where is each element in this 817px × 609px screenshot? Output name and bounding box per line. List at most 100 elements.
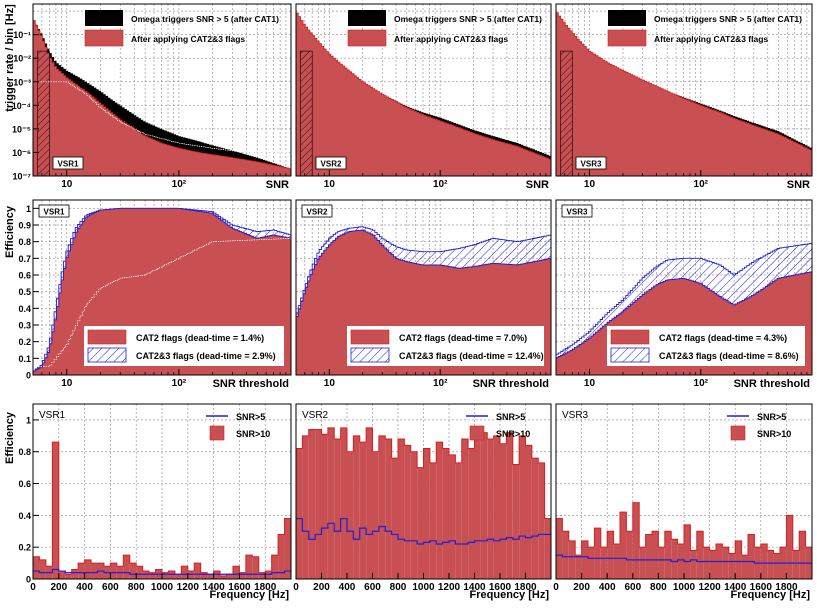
bar-snr10 (594, 528, 601, 579)
y-tick-label: 0.4 (18, 304, 31, 314)
y-tick-label: 0.7 (18, 254, 31, 264)
y-tick-label: 0 (26, 575, 31, 585)
series-after-cat23 (296, 12, 551, 176)
bar-snr10 (792, 550, 800, 579)
bar-snr10 (436, 442, 443, 579)
x-tick-label: 10 (61, 378, 73, 389)
bar-snr10 (735, 540, 742, 579)
y-tick-label: 0 (26, 371, 31, 381)
x-tick-label: 0 (293, 582, 299, 593)
plot-area-p3-vsr2 (296, 404, 551, 579)
bar-snr10 (200, 572, 208, 579)
panel-p3-vsr2: 0 200 400 600 800 1000 1200 1400 1600 1800Frequen… (293, 403, 552, 601)
series-after-cat23 (33, 20, 291, 176)
bar-snr10 (613, 544, 620, 579)
bar-snr10 (308, 429, 316, 579)
bar-snr10 (525, 445, 532, 579)
bar-snr10 (480, 432, 488, 579)
bar-snr10 (581, 540, 588, 579)
bar-snr10 (258, 572, 266, 579)
bar-snr10 (632, 502, 640, 579)
bar-snr10 (252, 556, 259, 579)
bar-snr10 (174, 574, 182, 579)
y-tick-label: 0.6 (18, 479, 31, 489)
legend-swatch-cat23 (84, 29, 124, 47)
x-tick-label: 10² (694, 179, 709, 190)
legend-label-cat2: CAT2 flags (dead-time = 4.3%) (659, 333, 787, 343)
series-cat23-band (33, 207, 291, 372)
bar-snr10 (149, 572, 156, 579)
bar-snr10 (110, 563, 117, 579)
bar-snr10 (327, 427, 335, 579)
bar-snr10 (334, 439, 341, 579)
bar-snr10 (512, 464, 520, 579)
y-tick-label: 0.6 (18, 271, 31, 281)
legend-label-snr5: SNR>5 (236, 412, 265, 422)
bar-snr10 (278, 534, 285, 579)
x-axis-label: SNR (787, 179, 810, 191)
legend-label-snr10: SNR>10 (757, 429, 791, 439)
plot-area-p1-vsr3 (556, 4, 812, 176)
panel-label-box (575, 156, 607, 170)
x-tick-label: 400 (76, 582, 93, 593)
low-snr-hatch (560, 50, 573, 176)
x-axis-label: Frequency [Hz] (470, 589, 550, 601)
bar-snr10 (39, 559, 46, 579)
y-tick-label: 10⁻⁶ (12, 148, 31, 158)
x-tick-label: 10 (584, 179, 596, 190)
panel-label: VSR2 (321, 160, 342, 169)
panel-frame (32, 199, 292, 376)
panel-frame (295, 3, 552, 177)
bar-snr10 (767, 550, 774, 579)
legend-swatch-cat23 (607, 29, 647, 47)
legend-label-cat23: CAT2&3 flags (dead-time = 12.4%) (399, 351, 544, 361)
y-tick-label: 10⁻⁴ (12, 101, 31, 111)
bar-snr10 (91, 563, 98, 579)
bar-snr10 (271, 555, 279, 579)
y-tick-label: 0.4 (18, 511, 31, 521)
x-tick-label: 1600 (228, 582, 251, 593)
x-tick-label: 10 (584, 378, 596, 389)
bar-snr10 (353, 435, 360, 579)
legend-swatch-snr10 (209, 425, 225, 441)
x-tick-label: 10 (324, 378, 336, 389)
panel-label: VSR1 (58, 160, 79, 169)
bar-snr10 (493, 435, 500, 579)
bar-snr10 (84, 559, 92, 579)
bar-snr10 (773, 553, 780, 579)
series-snr10-outline (296, 427, 551, 579)
x-tick-label: 1400 (724, 582, 747, 593)
bar-snr10 (639, 547, 646, 579)
x-tick-label: 1400 (463, 582, 486, 593)
x-tick-label: 1400 (202, 582, 225, 593)
x-tick-label: 600 (102, 582, 119, 593)
x-axis-label: SNR threshold (473, 378, 549, 390)
bar-snr10 (461, 439, 469, 579)
bar-snr10 (302, 435, 309, 579)
y-tick-label: 0.9 (18, 221, 31, 231)
panel-label-box (38, 204, 70, 218)
x-tick-label: 1000 (151, 582, 174, 593)
legend-swatch-cat23 (347, 29, 387, 47)
bar-snr10 (385, 439, 392, 579)
series-snr5-line (556, 554, 812, 564)
bar-snr10 (620, 512, 627, 579)
bar-snr10 (232, 566, 240, 579)
legend-label-snr10: SNR>10 (496, 429, 530, 439)
bar-snr10 (71, 569, 79, 579)
x-tick-label: 200 (313, 582, 330, 593)
panel-p3-vsr3: 0 200 400 600 800 1000 1200 1400 1600 1800Frequen… (553, 403, 813, 601)
legend-label-omega: Omega triggers SNR > 5 (after CAT1) (131, 14, 279, 24)
bar-snr10 (391, 458, 398, 579)
x-tick-label: 10 (324, 179, 336, 190)
panel-frame (555, 3, 813, 177)
bar-snr10 (728, 553, 736, 579)
x-tick-label: 600 (624, 582, 641, 593)
bar-snr10 (544, 518, 551, 579)
bar-snr10 (677, 544, 684, 579)
x-tick-label: 800 (650, 582, 667, 593)
bar-snr10 (296, 448, 303, 579)
bar-snr10 (626, 531, 633, 579)
panel-label-box (561, 204, 593, 218)
bar-snr10 (378, 435, 386, 579)
